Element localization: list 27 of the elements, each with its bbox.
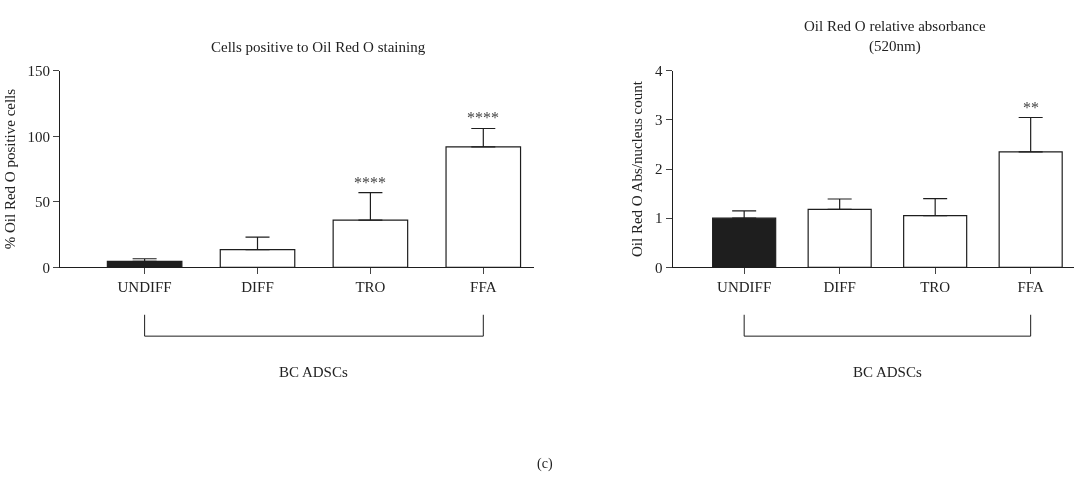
annotation: **: [1023, 99, 1039, 116]
y-tick-label: 3: [655, 112, 663, 129]
y-tick-label: 100: [27, 128, 50, 145]
y-tick-label: 4: [655, 63, 664, 80]
annotation: ****: [467, 109, 499, 126]
x-tick-label: FFA: [1017, 279, 1045, 296]
chart-title: Cells positive to Oil Red O staining: [211, 39, 426, 55]
x-tick-label: UNDIFF: [717, 279, 772, 296]
x-tick-label: UNDIFF: [117, 279, 172, 296]
chart-title: Oil Red O relative absorbance (520nm): [804, 18, 986, 55]
x-tick-label: DIFF: [823, 279, 856, 296]
text: BC ADSCs: [279, 364, 348, 380]
annotation: ****: [354, 174, 386, 191]
y-tick-label: 1: [655, 210, 663, 227]
y-tick-label: 2: [655, 161, 663, 178]
x-tick-label: TRO: [355, 279, 386, 296]
y-tick-label: 50: [34, 194, 50, 211]
text: (c): [537, 456, 553, 472]
text: BC ADSCs: [853, 364, 922, 380]
y-tick-label: 150: [27, 63, 50, 80]
x-tick-label: TRO: [920, 279, 951, 296]
y-tick-label: 0: [655, 259, 663, 276]
x-tick-label: DIFF: [241, 279, 274, 296]
x-tick-label: FFA: [470, 279, 497, 296]
y-axis-title: % Oil Red O positive cells: [1, 88, 18, 250]
y-tick-label: 0: [42, 259, 50, 276]
y-axis-title: Oil Red O Abs/nucleus count: [629, 80, 646, 257]
